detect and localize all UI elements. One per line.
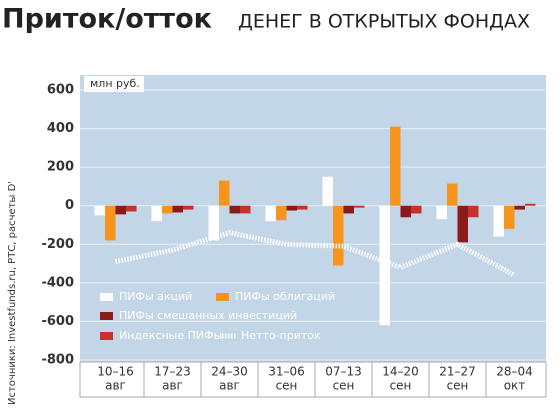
bar: [333, 205, 344, 266]
bar: [126, 205, 137, 212]
bar: [265, 205, 276, 222]
x-tick-label: 17–23: [154, 365, 191, 379]
bar: [240, 205, 251, 214]
legend-label: ПИФы облигаций: [235, 290, 335, 303]
x-tick-label-month: сен: [447, 379, 469, 393]
y-tick-label: -800: [41, 353, 74, 368]
x-tick-label: 31–06: [268, 365, 305, 379]
unit-box: [84, 76, 144, 92]
legend-label: ПИФы смешанных инвестиций: [119, 309, 297, 322]
bar: [447, 183, 458, 206]
bar: [504, 205, 515, 229]
bar: [468, 205, 479, 218]
bar: [183, 205, 194, 210]
x-tick-label-month: авг: [162, 379, 183, 393]
x-tick-label: 28–04: [496, 365, 533, 379]
x-tick-label: 07–13: [325, 365, 362, 379]
x-tick-label: 24–30: [211, 365, 248, 379]
x-tick-label: 10–16: [97, 365, 134, 379]
bar: [379, 205, 390, 326]
bar: [493, 205, 504, 237]
bar: [208, 205, 219, 241]
x-tick-label: 21–27: [439, 365, 476, 379]
bar: [151, 205, 162, 222]
bar: [276, 205, 287, 221]
bar: [229, 205, 240, 214]
legend-swatch: [100, 312, 113, 320]
bar: [411, 205, 422, 214]
bar: [286, 205, 297, 211]
bar: [105, 205, 116, 241]
bar: [436, 205, 447, 220]
legend-swatch: [100, 293, 113, 301]
chart-subtitle: ДЕНЕГ В ОТКРЫТЫХ ФОНДАХ: [238, 11, 530, 33]
y-tick-label: 400: [47, 121, 74, 136]
bar: [297, 205, 308, 210]
bar: [343, 205, 354, 214]
legend-swatch: [216, 293, 229, 301]
net-line: [115, 230, 516, 278]
legend-label: Нетто-приток: [241, 329, 321, 342]
x-tick-label-month: окт: [504, 379, 526, 393]
y-tick-label: -200: [41, 237, 74, 252]
x-tick-label-month: сен: [333, 379, 355, 393]
bar: [525, 203, 536, 206]
x-tick-label: 14–20: [382, 365, 419, 379]
legend-swatch: [100, 332, 113, 340]
x-tick-label-month: сен: [390, 379, 412, 393]
legend-label: ПИФы акций: [119, 290, 192, 303]
bar: [115, 205, 126, 215]
unit-label: млн руб.: [90, 77, 140, 90]
bar: [514, 205, 525, 210]
bar: [94, 205, 105, 216]
source-note: Источники: Investfunds.ru, РТС, расчеты …: [7, 181, 18, 405]
y-tick-label: 200: [47, 160, 74, 175]
bar: [172, 205, 183, 213]
bar: [400, 205, 411, 218]
y-tick-label: 0: [65, 198, 74, 213]
category-row: [79, 361, 547, 398]
legend-label: Индексные ПИФы: [119, 329, 222, 342]
y-tick-label: 600: [47, 83, 74, 98]
y-tick-label: -600: [41, 314, 74, 329]
x-tick-label-month: авг: [105, 379, 126, 393]
y-tick-label: -400: [41, 275, 74, 290]
bar: [457, 205, 468, 243]
x-tick-label-month: авг: [219, 379, 240, 393]
bar: [390, 126, 401, 206]
chart-title: Приток/отток: [2, 4, 212, 35]
bar: [354, 205, 365, 208]
x-tick-label-month: сен: [276, 379, 298, 393]
bar: [162, 205, 173, 214]
bar: [322, 176, 333, 206]
bar: [219, 180, 230, 206]
